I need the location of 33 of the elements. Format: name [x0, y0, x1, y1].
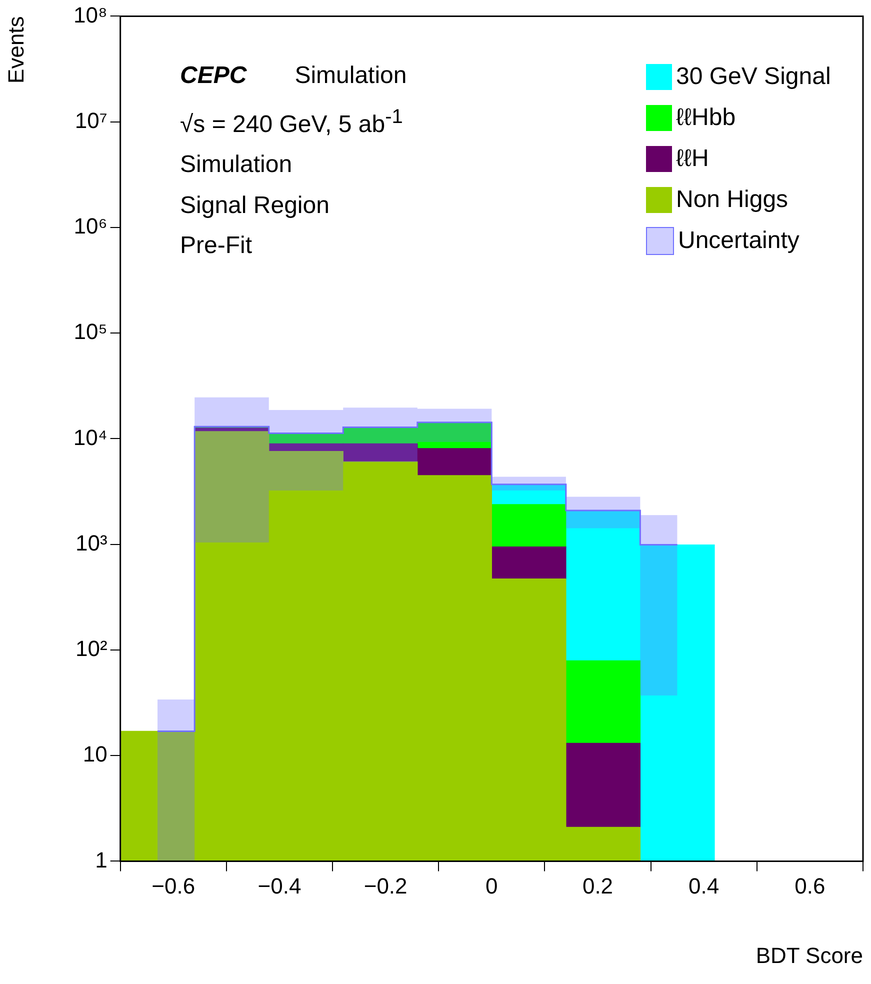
y-tick-label: 10⁷ — [74, 108, 108, 133]
annotation: CEPC — [180, 62, 247, 89]
annotation: √s = 240 GeV, 5 ab$^{-1}$ — [180, 106, 403, 138]
legend-label: Non Higgs — [676, 186, 788, 214]
x-tick-label: 0.4 — [688, 873, 720, 898]
x-axis-title: BDT Score — [756, 942, 863, 968]
bar — [566, 660, 641, 744]
annotation: Signal Region — [180, 192, 330, 218]
x-tick-label: 0.6 — [794, 873, 826, 898]
legend-label: ℓℓH — [676, 144, 709, 172]
y-tick-label: 10³ — [76, 530, 108, 556]
annotation: Simulation — [180, 151, 292, 178]
legend-label: Uncertainty — [678, 226, 800, 254]
annotation: Pre-Fit — [180, 232, 252, 259]
y-tick-label: 10⁴ — [73, 424, 108, 450]
bar — [491, 546, 566, 580]
x-tick-label: 0 — [486, 873, 498, 898]
x-tick-label: −0.6 — [152, 873, 196, 898]
annotation: Simulation — [294, 62, 407, 89]
y-tick-label: 10 — [82, 742, 108, 767]
y-tick-label: 10⁶ — [74, 214, 108, 239]
x-tick-label: −0.4 — [258, 873, 302, 898]
y-tick-label: 10⁵ — [74, 319, 108, 344]
bar — [491, 504, 566, 548]
x-tick-label: −0.2 — [364, 873, 408, 898]
legend-label: ℓℓHbb — [676, 104, 736, 132]
y-tick-label: 10⁸ — [74, 2, 108, 28]
y-axis-title: Events — [3, 16, 28, 84]
y-tick-label: 10² — [76, 636, 108, 662]
legend-label: 30 GeV Signal — [676, 62, 831, 90]
y-tick-label: 1 — [95, 847, 108, 872]
bar — [566, 742, 641, 828]
x-tick-label: 0.2 — [582, 873, 614, 898]
